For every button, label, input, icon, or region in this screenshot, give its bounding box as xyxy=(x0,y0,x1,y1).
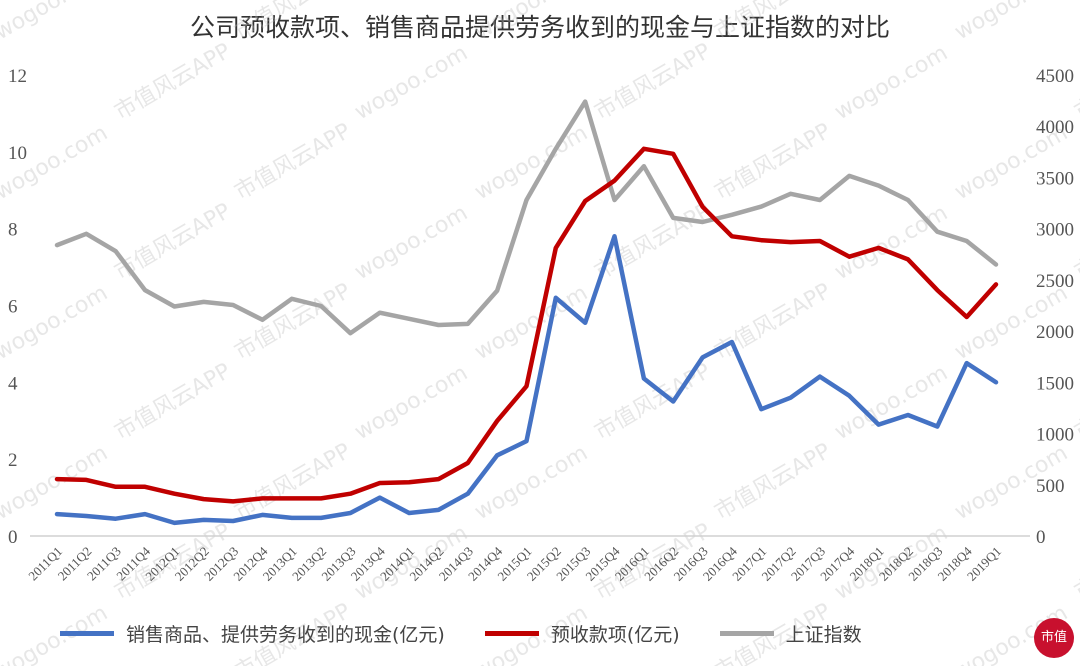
watermark-text: wogoo.com xyxy=(0,0,112,45)
watermark-text: wogoo.com xyxy=(831,41,953,126)
watermark-text: 市值风云APP xyxy=(711,0,836,45)
legend-item-advance: 预收款项(亿元) xyxy=(484,620,680,647)
watermark-text: 市值风云APP xyxy=(711,439,836,525)
y-left-tick-label: 2 xyxy=(8,450,18,471)
watermark-text: 市值风云APP xyxy=(111,39,236,125)
brand-logo: 市值 xyxy=(1034,618,1074,658)
legend-swatch xyxy=(719,631,774,636)
legend-label: 销售商品、提供劳务收到的现金(亿元) xyxy=(126,624,445,646)
y-left-tick-label: 0 xyxy=(8,527,18,548)
legend-item-index: 上证指数 xyxy=(719,620,862,647)
y-right-tick-label: 4000 xyxy=(1036,117,1074,138)
legend-label: 上证指数 xyxy=(785,624,862,646)
watermark-text: wogoo.com xyxy=(0,281,112,366)
watermark-text: wogoo.com xyxy=(351,41,473,126)
y-right-tick-label: 1500 xyxy=(1036,373,1074,394)
watermark-text: 市值风云APP xyxy=(111,359,236,445)
watermark-text: 市值风云APP xyxy=(231,119,356,205)
watermark-text: wogoo.com xyxy=(951,0,1073,45)
watermark-text: 市值风云APP xyxy=(591,199,716,285)
legend-swatch xyxy=(484,631,539,636)
y-left-tick-label: 4 xyxy=(8,373,18,394)
y-right-tick-label: 0 xyxy=(1036,527,1046,548)
legend: 销售商品、提供劳务收到的现金(亿元) 预收款项(亿元) 上证指数 xyxy=(60,620,862,647)
chart-title: 公司预收款项、销售商品提供劳务收到的现金与上证指数的对比 xyxy=(189,13,890,42)
y-left-tick-label: 12 xyxy=(8,66,27,87)
series-lines xyxy=(54,99,999,526)
watermark-text: 市值风云APP xyxy=(591,359,716,445)
watermark-text: wogoo.com xyxy=(351,201,473,286)
watermark-text: wogoo.com xyxy=(831,361,953,446)
watermark-text: wogoo.com xyxy=(351,361,473,446)
watermark-text: wogoo.com xyxy=(471,441,593,526)
y-right-tick-label: 1000 xyxy=(1036,425,1074,446)
y-right-tick-label: 2500 xyxy=(1036,271,1074,292)
y-left-tick-label: 8 xyxy=(8,220,18,241)
watermark-text: wogoo.com xyxy=(471,281,593,366)
y-right-tick-label: 3500 xyxy=(1036,168,1074,189)
y-right-tick-label: 4500 xyxy=(1036,66,1074,87)
watermark-text: wogoo.com xyxy=(471,0,593,45)
watermark-text: 市值风云APP xyxy=(711,119,836,205)
watermark-text: wogoo.com xyxy=(831,201,953,286)
legend-label: 预收款项(亿元) xyxy=(550,624,680,646)
y-left-tick-label: 10 xyxy=(8,143,27,164)
watermark-text: 市值风云APP xyxy=(231,439,356,525)
legend-swatch xyxy=(60,631,114,636)
y-left-tick-label: 6 xyxy=(8,297,18,318)
y-right-tick-label: 3000 xyxy=(1036,220,1074,241)
legend-item-cash: 销售商品、提供劳务收到的现金(亿元) xyxy=(60,620,445,647)
watermark-text: 市值风云APP xyxy=(1071,519,1080,605)
y-right-tick-label: 2000 xyxy=(1036,322,1074,343)
y-right-tick-label: 500 xyxy=(1036,476,1065,497)
watermark-text: 市值风云APP xyxy=(591,39,716,125)
watermark-text: 市值风云APP xyxy=(711,279,836,365)
watermark-text: 市值风云APP xyxy=(231,0,356,45)
